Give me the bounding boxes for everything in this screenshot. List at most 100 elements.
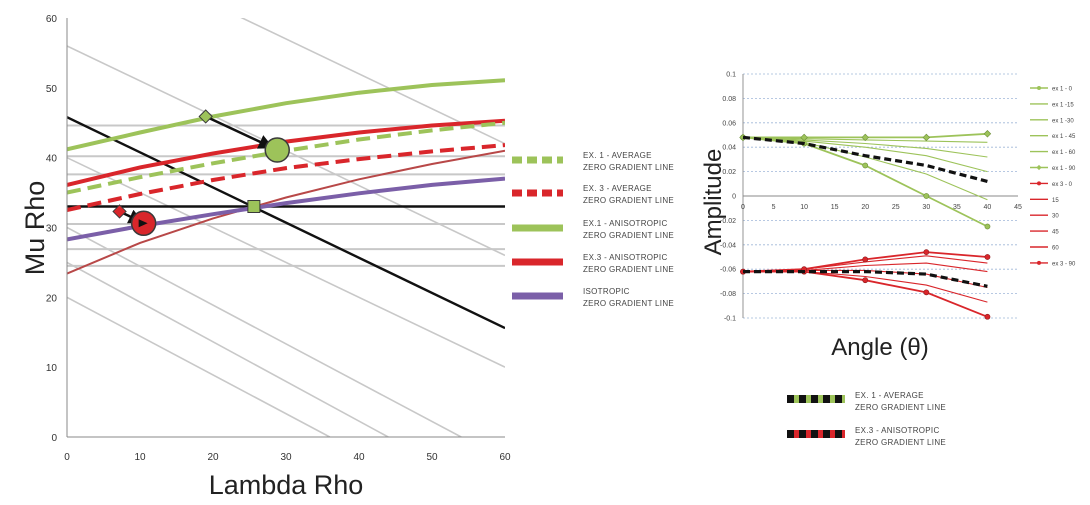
series-line bbox=[67, 176, 505, 242]
legend-label: ex 3 - 0 bbox=[1052, 182, 1073, 188]
data-point bbox=[922, 133, 931, 142]
y-tick-label: 0.06 bbox=[722, 120, 736, 127]
y-tick-label: 20 bbox=[46, 293, 58, 304]
marker-diamond bbox=[112, 204, 127, 219]
arrow bbox=[205, 115, 274, 149]
legend-marker bbox=[1037, 181, 1041, 186]
data-point bbox=[983, 130, 992, 138]
amplitude-angle-chart: 0.1 0.08 0.06 0.04 0.02 0 -0.02 -0.04 -0.06 -0.08… bbox=[700, 72, 1022, 362]
marker-diamond bbox=[198, 109, 213, 124]
legend-marker bbox=[1037, 260, 1041, 265]
legend-label: EX. 1 - AVERAGE bbox=[855, 391, 924, 400]
series-line bbox=[742, 136, 988, 228]
y-tick-label: -0.08 bbox=[720, 291, 736, 298]
grid-diagonal-line bbox=[240, 18, 505, 145]
y-tick-label: 30 bbox=[46, 224, 58, 235]
x-tick-label: 5 bbox=[772, 204, 776, 211]
x-tick-label: 30 bbox=[922, 204, 930, 211]
legend-label: EX. 3 - AVERAGE bbox=[583, 184, 652, 193]
legend-label: EX.1 - ANISOTROPIC bbox=[583, 219, 668, 228]
legend-label: 15 bbox=[1052, 198, 1059, 204]
legend-label: 45 bbox=[1052, 230, 1059, 236]
series-line bbox=[742, 136, 988, 158]
legend-label: ex 1 - 45 bbox=[1052, 134, 1076, 140]
y-tick-label: 50 bbox=[46, 84, 58, 95]
data-point bbox=[862, 162, 869, 169]
data-point bbox=[862, 256, 869, 263]
y-tick-label: 40 bbox=[46, 154, 58, 165]
y-tick-label: 0 bbox=[51, 433, 57, 444]
legend-label: ex 1 -30 bbox=[1052, 118, 1074, 124]
x-tick-label: 50 bbox=[426, 452, 438, 463]
legend-sublabel: ZERO GRADIENT LINE bbox=[583, 196, 674, 205]
data-point bbox=[984, 313, 991, 320]
x-axis-title: Angle (θ) bbox=[831, 334, 928, 361]
amplitude-bottom-legend: EX. 1 - AVERAGE ZERO GRADIENT LINE EX.3 - … bbox=[787, 391, 946, 447]
y-tick-label: 0.02 bbox=[722, 169, 736, 176]
legend-label: ISOTROPIC bbox=[583, 287, 630, 296]
y-tick-label: -0.1 bbox=[724, 316, 736, 323]
x-tick-label: 40 bbox=[353, 452, 365, 463]
x-tick-label: 0 bbox=[64, 452, 70, 463]
series-line bbox=[67, 116, 505, 330]
legend-label: ex 1 - 90 bbox=[1052, 166, 1076, 172]
grid-diagonal-line bbox=[67, 296, 331, 437]
y-axis-title: Mu Rho bbox=[20, 181, 50, 276]
y-tick-label: -0.04 bbox=[720, 242, 736, 249]
y-tick-label: 0.04 bbox=[722, 145, 736, 152]
y-tick-label: 60 bbox=[46, 14, 58, 25]
legend-label: 30 bbox=[1052, 214, 1059, 220]
data-point bbox=[923, 193, 930, 199]
x-tick-label: 20 bbox=[861, 204, 869, 211]
legend-sublabel: ZERO GRADIENT LINE bbox=[855, 403, 946, 412]
amplitude-angle-legend: ex 1 - 0 ex 1 -15 ex 1 -30 ex 1 - 45 ex 1 - … bbox=[1030, 86, 1076, 267]
y-tick-label: 10 bbox=[46, 363, 58, 374]
marker-arrow-tip bbox=[138, 219, 148, 228]
legend-label: EX. 1 - AVERAGE bbox=[583, 151, 652, 160]
series-line bbox=[742, 136, 988, 173]
data-point bbox=[800, 133, 808, 142]
y-tick-label: 0.1 bbox=[726, 72, 736, 79]
legend-label: EX.3 - ANISOTROPIC bbox=[583, 253, 668, 262]
x-tick-label: 20 bbox=[207, 452, 219, 463]
data-point bbox=[923, 249, 930, 256]
grid-diagonal-line bbox=[67, 226, 462, 437]
series-line bbox=[67, 149, 505, 275]
y-axis-title: Amplitude bbox=[700, 149, 727, 256]
x-tick-label: 0 bbox=[741, 204, 745, 211]
legend-label: ex 1 - 0 bbox=[1052, 87, 1073, 93]
data-point bbox=[923, 289, 930, 296]
data-point bbox=[984, 254, 991, 260]
x-tick-label: 30 bbox=[280, 452, 292, 463]
series-line bbox=[67, 78, 505, 152]
series-line bbox=[743, 271, 988, 303]
x-tick-label: 40 bbox=[984, 204, 992, 211]
x-tick-label: 10 bbox=[800, 204, 808, 211]
x-tick-label: 60 bbox=[499, 452, 511, 463]
legend-label: 60 bbox=[1052, 246, 1059, 252]
average-dashed-line bbox=[742, 135, 988, 183]
legend-label: ex 1 - 60 bbox=[1052, 150, 1076, 156]
legend-sublabel: ZERO GRADIENT LINE bbox=[583, 163, 674, 172]
average-dashed-line bbox=[743, 270, 988, 288]
data-point bbox=[861, 133, 869, 142]
data-point bbox=[862, 277, 869, 284]
y-tick-label: -0.02 bbox=[720, 218, 736, 225]
x-tick-label: 35 bbox=[953, 204, 961, 211]
plot-area bbox=[67, 18, 505, 437]
legend-sublabel: ZERO GRADIENT LINE bbox=[583, 299, 674, 308]
legend-sublabel: ZERO GRADIENT LINE bbox=[583, 265, 674, 274]
y-tick-label: -0.06 bbox=[720, 267, 736, 274]
x-tick-label: 10 bbox=[134, 452, 146, 463]
grid-diagonal-line bbox=[67, 261, 389, 437]
legend-label: EX.3 - ANISOTROPIC bbox=[855, 426, 940, 435]
mu-lambda-legend: EX. 1 - AVERAGE ZERO GRADIENT LINE EX. 3 -… bbox=[512, 151, 674, 308]
marker-square bbox=[247, 200, 261, 214]
y-tick-label: 0.08 bbox=[722, 96, 736, 103]
x-tick-label: 25 bbox=[892, 204, 900, 211]
y-tick-label: 0 bbox=[732, 194, 736, 201]
x-axis-title: Lambda Rho bbox=[209, 470, 364, 500]
legend-marker bbox=[1036, 164, 1042, 171]
legend-sublabel: ZERO GRADIENT LINE bbox=[855, 438, 946, 447]
